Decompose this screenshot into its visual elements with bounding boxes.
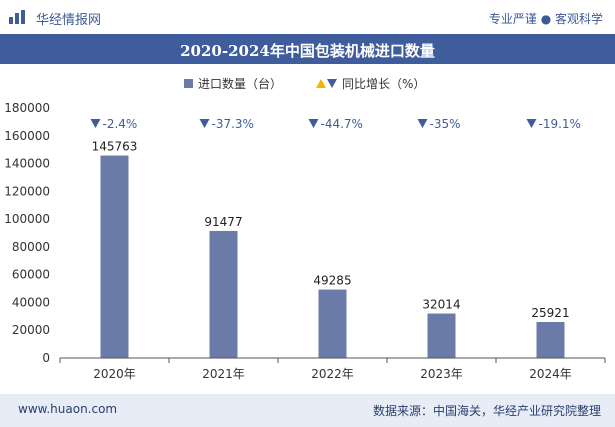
bar-value-label: 91477 [204,215,242,229]
growth-down-triangle-icon [417,119,428,128]
y-tick-label: 80000 [12,240,50,254]
bar [100,155,129,358]
growth-label: -35% [430,117,461,131]
growth-down-triangle-icon [199,119,210,128]
legend-label-growth: 同比增长（%） [342,77,425,91]
growth-down-triangle-icon [308,119,319,128]
bar-value-label: 25921 [531,306,569,320]
growth-label: -2.4% [103,117,138,131]
bar-value-label: 49285 [313,274,351,288]
bar [427,313,456,358]
site-url[interactable]: www.huaon.com [18,402,118,416]
top-bar: 华经情报网 专业严谨 ● 客观科学 [0,0,615,34]
logo-icon [9,10,25,24]
bar [209,230,238,358]
growth-label: -19.1% [539,117,581,131]
legend-swatch-import [184,79,193,88]
legend-up-triangle-icon [316,79,326,88]
x-tick-label: 2024年 [529,367,572,381]
bar-chart: 进口数量（台） 同比增长（%） 0 20000 40000 60000 80000 1000… [4,76,606,381]
bars: 145763 -2.4% 91477 -37.3% 49285 -44.7% 32014 -3… [90,117,581,358]
x-tick-label: 2020年 [93,367,136,381]
chart-title: 2020-2024年中国包装机械进口数量 [180,42,435,60]
y-tick-label: 20000 [12,323,50,337]
y-tick-label: 140000 [4,157,50,171]
x-axis: 2020年 2021年 2022年 2023年 2024年 [59,357,606,381]
growth-label: -37.3% [212,117,254,131]
y-tick-label: 40000 [12,295,50,309]
bar [318,289,347,358]
y-tick-label: 100000 [4,212,50,226]
y-axis: 0 20000 40000 60000 80000 100000 120000 140000 1… [4,101,50,365]
data-source: 数据来源：中国海关，华经产业研究院整理 [372,404,601,418]
legend-label-import: 进口数量（台） [198,76,282,91]
legend-down-triangle-icon [327,79,337,88]
y-tick-label: 160000 [4,129,50,143]
bar-value-label: 145763 [92,140,138,154]
title-bar: 2020-2024年中国包装机械进口数量 [0,34,615,64]
x-tick-label: 2022年 [311,367,354,381]
y-tick-label: 120000 [4,184,50,198]
x-tick-label: 2021年 [202,367,245,381]
y-tick-label: 60000 [12,268,50,282]
legend: 进口数量（台） 同比增长（%） [184,76,425,91]
brand-motto: 专业严谨 ● 客观科学 [488,12,603,26]
brand-name: 华经情报网 [36,13,102,28]
bar [536,321,565,358]
bar-value-label: 32014 [422,298,460,312]
y-tick-label: 180000 [4,101,50,115]
x-tick-label: 2023年 [420,367,463,381]
growth-label: -44.7% [321,117,363,131]
growth-down-triangle-icon [90,119,101,128]
footer-bar: www.huaon.com 数据来源：中国海关，华经产业研究院整理 [0,394,615,427]
y-tick-label: 0 [42,351,50,365]
growth-down-triangle-icon [526,119,537,128]
